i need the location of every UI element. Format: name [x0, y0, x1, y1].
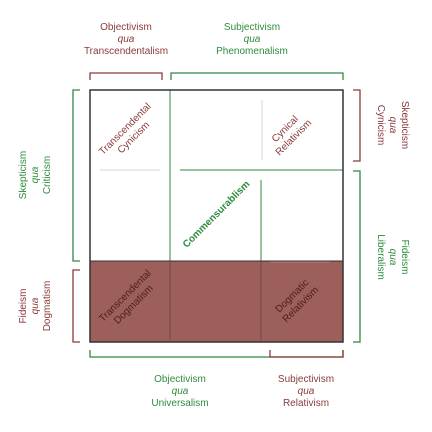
label-line: Skepticism [18, 150, 29, 200]
top-left-label: Objectivism qua Transcendentalism [76, 22, 176, 58]
left-lower-bracket [72, 269, 80, 343]
label-line: Subjectivism [277, 374, 335, 385]
dogmatism-band [90, 261, 343, 342]
label-line: Cynicism [375, 104, 386, 146]
label-qua: qua [30, 297, 41, 315]
bottom-left-bracket [89, 350, 344, 358]
label-qua: qua [387, 116, 398, 134]
left-upper-label: Skepticism qua Criticism [18, 135, 54, 215]
top-right-label: Subjectivism qua Phenomenalism [202, 22, 302, 58]
label-line: Universalism [151, 398, 209, 409]
label-qua: qua [243, 34, 261, 45]
label-qua: qua [171, 386, 189, 397]
right-upper-label: Skepticism qua Cynicism [374, 85, 410, 165]
label-line: Fideism [18, 288, 29, 324]
label-line: Relativism [282, 398, 330, 409]
left-lower-label: Fideism qua Dogmatism [18, 266, 54, 346]
top-right-bracket [170, 72, 344, 80]
right-lower-label: Fideism qua Liberalism [374, 217, 410, 297]
label-line: Skepticism [399, 100, 410, 150]
label-qua: qua [387, 248, 398, 266]
bottom-right-label: Subjectivism qua Relativism [256, 374, 356, 410]
label-qua: qua [30, 166, 41, 184]
label-line: Criticism [42, 155, 53, 195]
label-line: Dogmatism [42, 280, 53, 332]
outer-border [89, 89, 344, 343]
left-upper-bracket [72, 89, 80, 262]
right-lower-bracket [353, 170, 361, 343]
label-qua: qua [297, 386, 315, 397]
top-left-bracket [89, 72, 163, 80]
label-line: Transcendentalism [83, 46, 169, 57]
label-qua: qua [117, 34, 135, 45]
label-line: Phenomenalism [216, 46, 288, 57]
label-line: Subjectivism [223, 22, 281, 33]
label-line: Fideism [399, 239, 410, 275]
bottom-right-bracket [269, 350, 344, 358]
label-line: Objectivism [100, 22, 152, 33]
bottom-left-label: Objectivism qua Universalism [130, 374, 230, 410]
right-upper-bracket [353, 89, 361, 162]
label-line: Liberalism [375, 234, 386, 280]
label-line: Objectivism [154, 374, 206, 385]
